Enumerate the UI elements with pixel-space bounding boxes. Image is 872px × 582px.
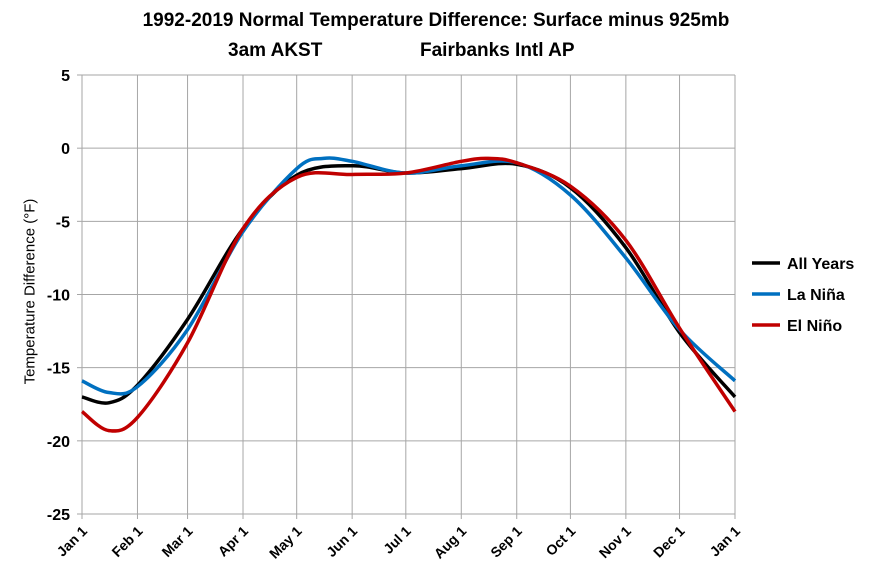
- x-tick-label: Jan 1: [706, 523, 743, 560]
- legend-label: El Niño: [787, 318, 842, 335]
- series-line-1: [81, 156, 737, 396]
- x-tick-label: Dec 1: [650, 523, 688, 561]
- x-tick-label: May 1: [266, 523, 305, 562]
- x-tick-label: Aug 1: [431, 523, 470, 562]
- y-tick-label: -15: [47, 361, 70, 378]
- x-tick-label: Sep 1: [487, 523, 525, 561]
- chart-subtitle-station: Fairbanks Intl AP: [420, 40, 575, 61]
- chart-title: 1992-2019 Normal Temperature Difference:…: [142, 10, 730, 31]
- y-tick-label: 5: [61, 68, 70, 85]
- y-tick-label: -5: [56, 214, 70, 231]
- y-tick-label: -20: [47, 434, 70, 451]
- legend-label: La Niña: [787, 287, 845, 304]
- x-tick-label: Oct 1: [542, 523, 578, 559]
- y-tick-label: -25: [47, 507, 70, 524]
- y-tick-label: 0: [61, 141, 70, 158]
- x-tick-label: Nov 1: [596, 523, 634, 561]
- x-tick-label: Mar 1: [158, 523, 195, 560]
- y-tick-label: -10: [47, 288, 70, 305]
- x-tick-label: Jan 1: [53, 523, 90, 560]
- x-tick-label: Jun 1: [323, 523, 360, 560]
- legend-label: All Years: [787, 256, 854, 273]
- x-tick-label: Apr 1: [215, 523, 252, 560]
- chart-subtitle-time: 3am AKST: [228, 40, 323, 61]
- x-tick-label: Jul 1: [380, 523, 414, 557]
- x-tick-label: Feb 1: [108, 523, 145, 560]
- y-axis-label: Temperature Difference (°F): [21, 198, 39, 385]
- series-line-2: [80, 156, 737, 433]
